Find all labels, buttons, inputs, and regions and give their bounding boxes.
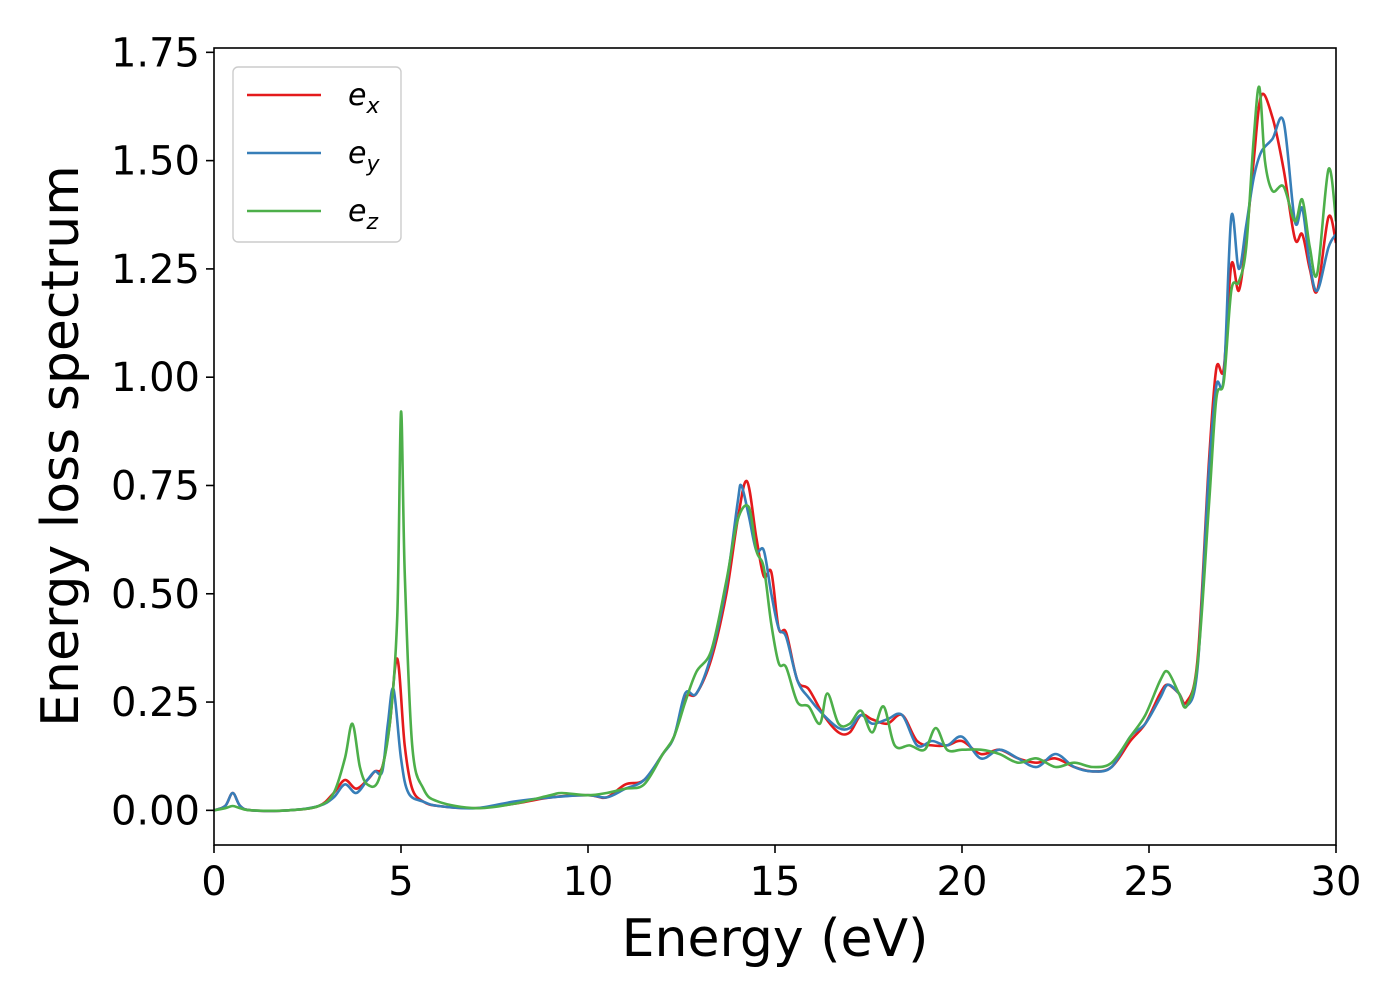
y-axis-title: Energy loss spectrum [31,165,91,727]
x-tick-label: 25 [1124,859,1175,905]
x-axis: 0 5 10 15 20 25 30 [201,845,1361,905]
y-tick-label: 0.50 [111,572,200,618]
series-line-x [214,92,1336,813]
legend-label-base: e [348,78,366,113]
legend-label-z: ez [348,194,378,235]
legend-label-base: e [348,194,366,229]
x-tick-label: 20 [937,859,988,905]
legend-label-sub: y [365,152,380,177]
x-tick-label: 5 [388,859,413,905]
legend-label-base: e [348,136,366,171]
x-axis-title: Energy (eV) [622,909,929,969]
legend-box [232,66,402,243]
series-layer [214,85,1336,813]
y-tick-label: 0.25 [111,680,200,726]
y-tick-label: 1.75 [111,30,200,76]
x-tick-label: 30 [1311,859,1362,905]
y-tick-label: 0.00 [111,788,200,834]
legend-label-x: ex [348,78,380,119]
x-tick-label: 0 [201,859,226,905]
x-tick-label: 10 [563,859,614,905]
legend-label-sub: x [365,94,380,119]
series-line-z [214,85,1336,813]
y-tick-label: 1.00 [111,355,200,401]
x-tick-label: 15 [750,859,801,905]
legend-label-sub: z [365,210,378,235]
y-tick-label: 1.50 [111,139,200,185]
legend-label-y: ey [348,136,380,177]
y-axis: 0.00 0.25 0.50 0.75 1.00 1.25 1.50 1.75 [111,30,214,834]
y-tick-label: 1.25 [111,247,200,293]
y-tick-label: 0.75 [111,463,200,509]
